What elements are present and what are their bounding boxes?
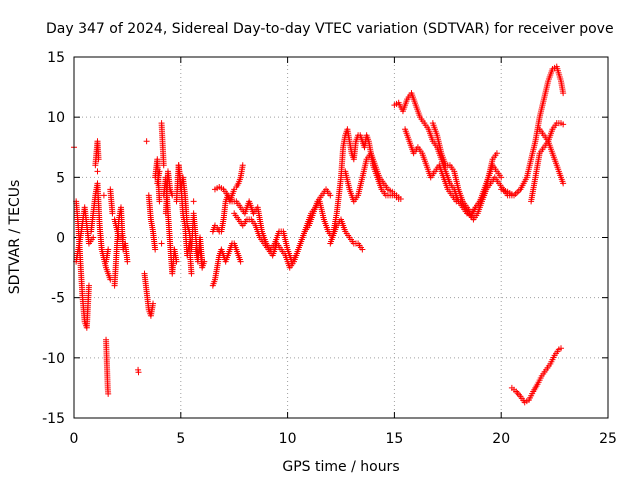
data-point: [120, 234, 127, 241]
y-tick-label: -10: [42, 351, 65, 367]
data-points: [71, 63, 567, 406]
data-point: [135, 369, 142, 376]
data-point: [190, 198, 197, 205]
series-group: [73, 168, 127, 283]
x-tick-label: 10: [279, 431, 297, 447]
data-point: [560, 180, 567, 187]
series-group: [103, 336, 112, 397]
series-group: [92, 138, 102, 169]
y-axis-label: SDTVAR / TECUs: [7, 180, 23, 295]
data-point: [237, 258, 244, 265]
series-group: [536, 126, 567, 187]
data-point: [158, 240, 165, 247]
data-point: [156, 198, 163, 205]
data-point: [105, 246, 112, 253]
data-point: [100, 192, 107, 199]
data-point: [94, 168, 101, 175]
plot-frame: [73, 56, 609, 419]
y-tick-label: 15: [47, 50, 65, 66]
series-group: [231, 198, 366, 271]
series-group: [135, 366, 142, 376]
data-point: [109, 210, 116, 217]
y-tick-label: 0: [56, 231, 65, 247]
y-tick-label: 5: [56, 170, 65, 186]
data-point: [397, 195, 404, 202]
data-point: [156, 168, 163, 175]
y-tick-label: -5: [51, 291, 65, 307]
data-point: [152, 246, 159, 253]
series-group: [508, 345, 565, 406]
x-tick-label: 20: [492, 431, 510, 447]
data-point: [327, 192, 334, 199]
y-tick-label: -15: [42, 411, 65, 427]
x-tick-label: 25: [599, 431, 617, 447]
data-point: [160, 162, 167, 169]
series-group: [143, 138, 208, 277]
x-tick-label: 15: [385, 431, 403, 447]
y-tick-label: 10: [47, 110, 65, 126]
data-point: [107, 276, 114, 283]
data-point: [188, 270, 195, 277]
series-group: [429, 120, 500, 217]
data-point: [90, 234, 97, 241]
data-point: [239, 162, 246, 169]
x-tick-label: 5: [176, 431, 185, 447]
data-point: [560, 90, 567, 97]
data-point: [558, 345, 565, 352]
data-point: [560, 121, 567, 128]
axis-ticks: 0 5 10 15 20 25 -15 -10 -5 0 5 10 15: [42, 50, 617, 447]
series-group: [498, 63, 567, 199]
data-point: [493, 150, 500, 157]
series-group: [342, 150, 404, 205]
data-point: [124, 258, 131, 265]
data-point: [95, 156, 102, 163]
data-point: [498, 174, 505, 181]
x-axis-label: GPS time / hours: [282, 459, 399, 475]
data-point: [171, 246, 178, 253]
chart-title: Day 347 of 2024, Sidereal Day-to-day VTE…: [46, 21, 614, 37]
x-tick-label: 0: [70, 431, 79, 447]
series-group: [209, 240, 244, 289]
data-point: [85, 282, 92, 289]
data-point: [105, 390, 112, 397]
series-group: [391, 90, 505, 219]
data-point: [143, 138, 150, 145]
data-point: [359, 246, 366, 253]
series-group: [327, 126, 402, 247]
data-point: [150, 300, 157, 307]
data-point: [201, 258, 208, 265]
